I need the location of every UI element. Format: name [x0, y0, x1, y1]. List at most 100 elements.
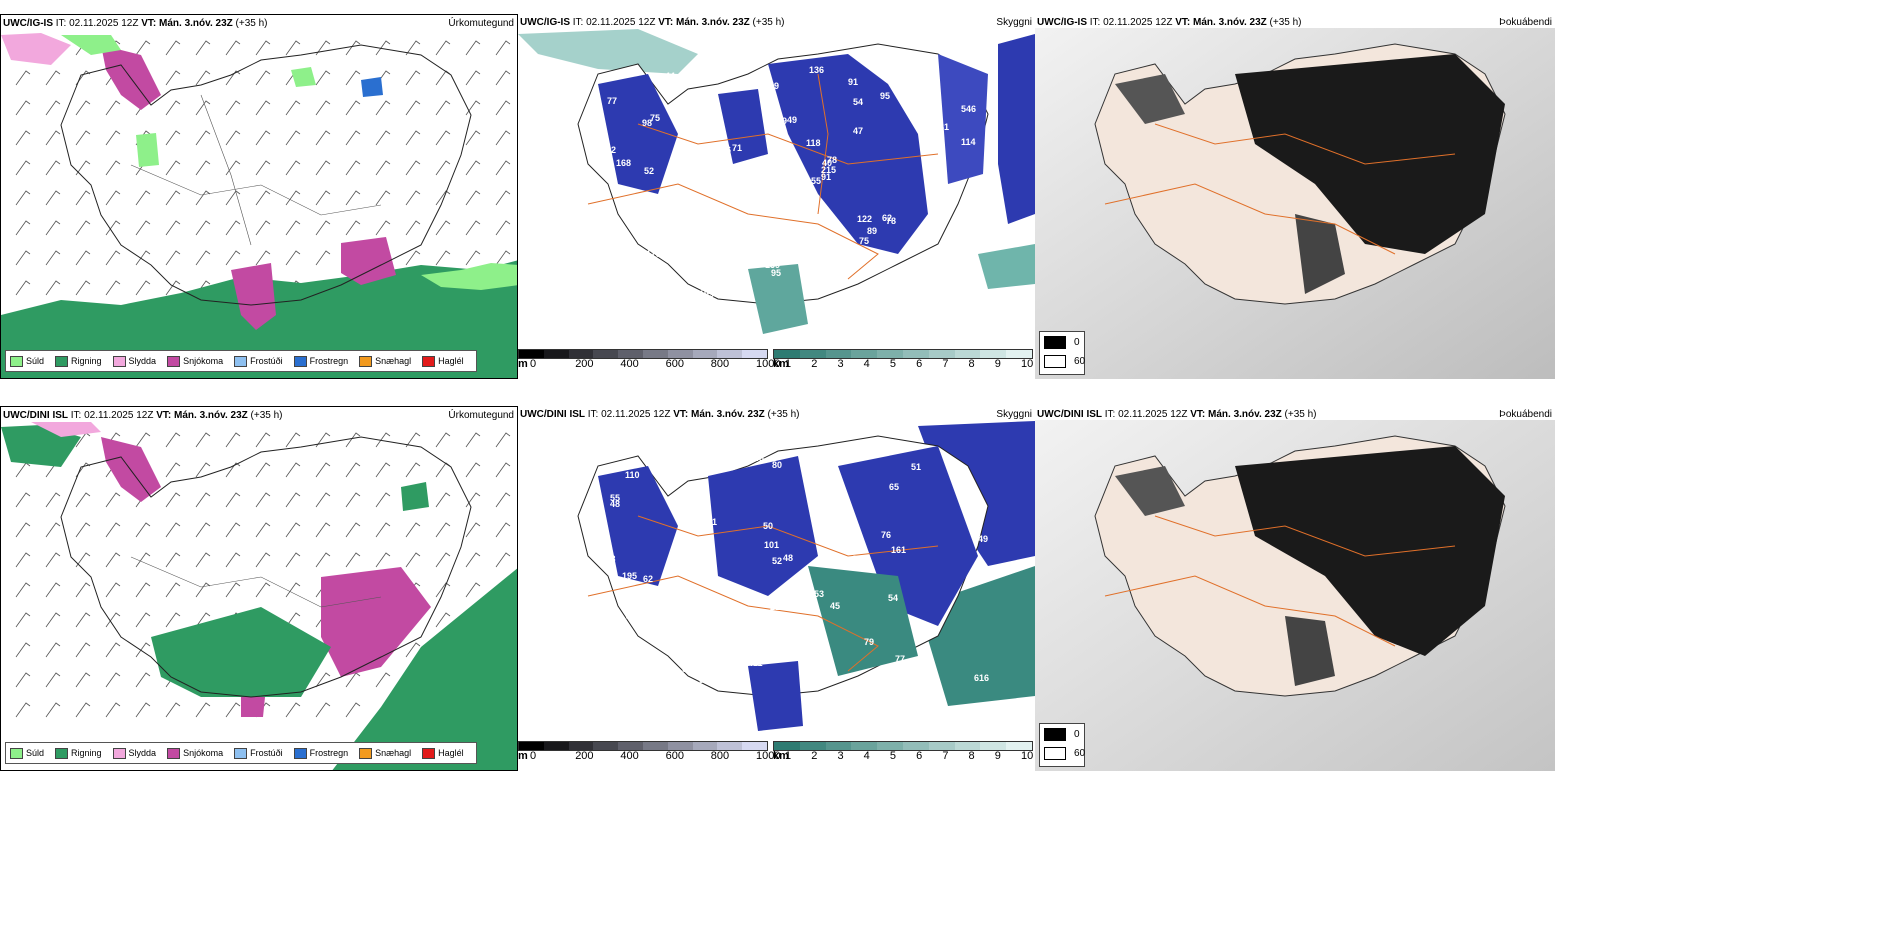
wind-barb: [435, 612, 451, 628]
colorbar-tick: 400: [620, 358, 639, 370]
wind-barb: [255, 522, 271, 538]
fog-index-map-top: [1035, 28, 1555, 379]
legend-label: Haglél: [438, 356, 464, 366]
station-value: 79: [864, 637, 875, 647]
vt-label: VT:: [141, 18, 157, 29]
colorbar-tick: 4: [863, 750, 870, 762]
wind-barb: [405, 220, 421, 236]
legend-item: Haglél: [422, 747, 464, 759]
wind-barb: [345, 552, 361, 568]
wind-barb: [405, 250, 421, 266]
wind-barb: [105, 190, 121, 206]
legend-swatch: [112, 355, 126, 367]
wind-barb: [225, 552, 241, 568]
wind-barb: [105, 642, 121, 658]
colorbar-step: [692, 742, 718, 750]
station-value: 76: [881, 530, 892, 540]
panel-title: Þokuábendi: [1499, 409, 1552, 420]
legend-label: Frostúði: [250, 748, 283, 758]
wind-barb: [405, 100, 421, 116]
wind-barb: [225, 250, 241, 266]
wind-barb: [405, 130, 421, 146]
model-label: UWC/DINI ISL: [3, 410, 68, 421]
station-value: 161: [891, 545, 907, 555]
wind-barb: [495, 492, 511, 508]
wind-barb: [195, 70, 211, 86]
legend-swatch: [234, 355, 248, 367]
wind-barb: [255, 462, 271, 478]
wind-barb: [225, 130, 241, 146]
station-value: 139: [765, 260, 781, 270]
wind-barb: [45, 70, 61, 86]
wind-barb: [465, 70, 481, 86]
precip-map-bottom: [1, 422, 517, 770]
wind-barb: [285, 612, 301, 628]
station-value: 78: [886, 216, 897, 226]
wind-barb: [375, 220, 391, 236]
wind-barb: [495, 250, 511, 266]
wind-barb: [345, 190, 361, 206]
station-value: 54: [853, 97, 864, 107]
wind-barb: [255, 40, 271, 56]
station-value: 67: [682, 664, 693, 674]
wind-barb: [345, 40, 361, 56]
wind-barb: [15, 552, 31, 568]
colorbar-unit: m: [518, 750, 528, 762]
wind-barb: [375, 492, 391, 508]
colorbar-tick: 6: [916, 358, 923, 370]
wind-barb: [45, 280, 61, 296]
colorbar-step: [980, 350, 1007, 358]
wind-barb: [15, 612, 31, 628]
wind-barb: [45, 582, 61, 598]
station-value: 89: [777, 116, 788, 126]
wind-barb: [345, 100, 361, 116]
wind-barb: [45, 522, 61, 538]
legend-label: Slydda: [128, 356, 157, 366]
wind-barb: [285, 100, 301, 116]
station-value: 129: [896, 690, 912, 700]
wind-barb: [285, 220, 301, 236]
wind-barb: [495, 220, 511, 236]
wind-barb: [405, 190, 421, 206]
wind-barb: [225, 582, 241, 598]
wind-barb: [165, 40, 181, 56]
fog-legend: 0 60: [1039, 331, 1085, 375]
station-value: 55: [811, 176, 822, 186]
wind-barb: [345, 220, 361, 236]
legend-swatch: [422, 747, 436, 759]
wind-barb: [75, 100, 91, 116]
wind-barb: [435, 250, 451, 266]
wind-barb: [195, 552, 211, 568]
wind-barb: [135, 220, 151, 236]
wind-barb: [45, 100, 61, 116]
wind-barb: [225, 522, 241, 538]
station-value: 89: [689, 271, 700, 281]
wind-barb: [105, 552, 121, 568]
panel-title: Skyggni: [996, 409, 1032, 420]
legend-label: Snæhagl: [375, 748, 412, 758]
wind-barb: [435, 40, 451, 56]
wind-barb: [315, 522, 331, 538]
wind-barb: [195, 492, 211, 508]
wind-barb: [45, 160, 61, 176]
wind-barb: [105, 672, 121, 688]
wind-barb: [375, 160, 391, 176]
colorbar-step: [519, 742, 544, 750]
wind-barb: [315, 552, 331, 568]
wind-barb: [15, 702, 31, 718]
wind-barb: [15, 100, 31, 116]
terrain-visibility-map-bottom: [577, 421, 1035, 731]
legend-item: Súld: [10, 355, 44, 367]
colorbar-step: [851, 742, 878, 750]
wind-barb: [495, 40, 511, 56]
wind-barb: [165, 462, 181, 478]
wind-barb: [75, 160, 91, 176]
panel-header: UWC/IG-IS IT: 02.11.2025 12Z VT: Mán. 3.…: [518, 14, 1035, 32]
wind-barb: [435, 432, 451, 448]
legend-swatch: [167, 355, 181, 367]
station-value: 88: [824, 557, 835, 567]
wind-barb: [195, 130, 211, 146]
colorbar-step: [902, 742, 929, 750]
wind-barb: [105, 160, 121, 176]
legend-swatch: [293, 747, 307, 759]
